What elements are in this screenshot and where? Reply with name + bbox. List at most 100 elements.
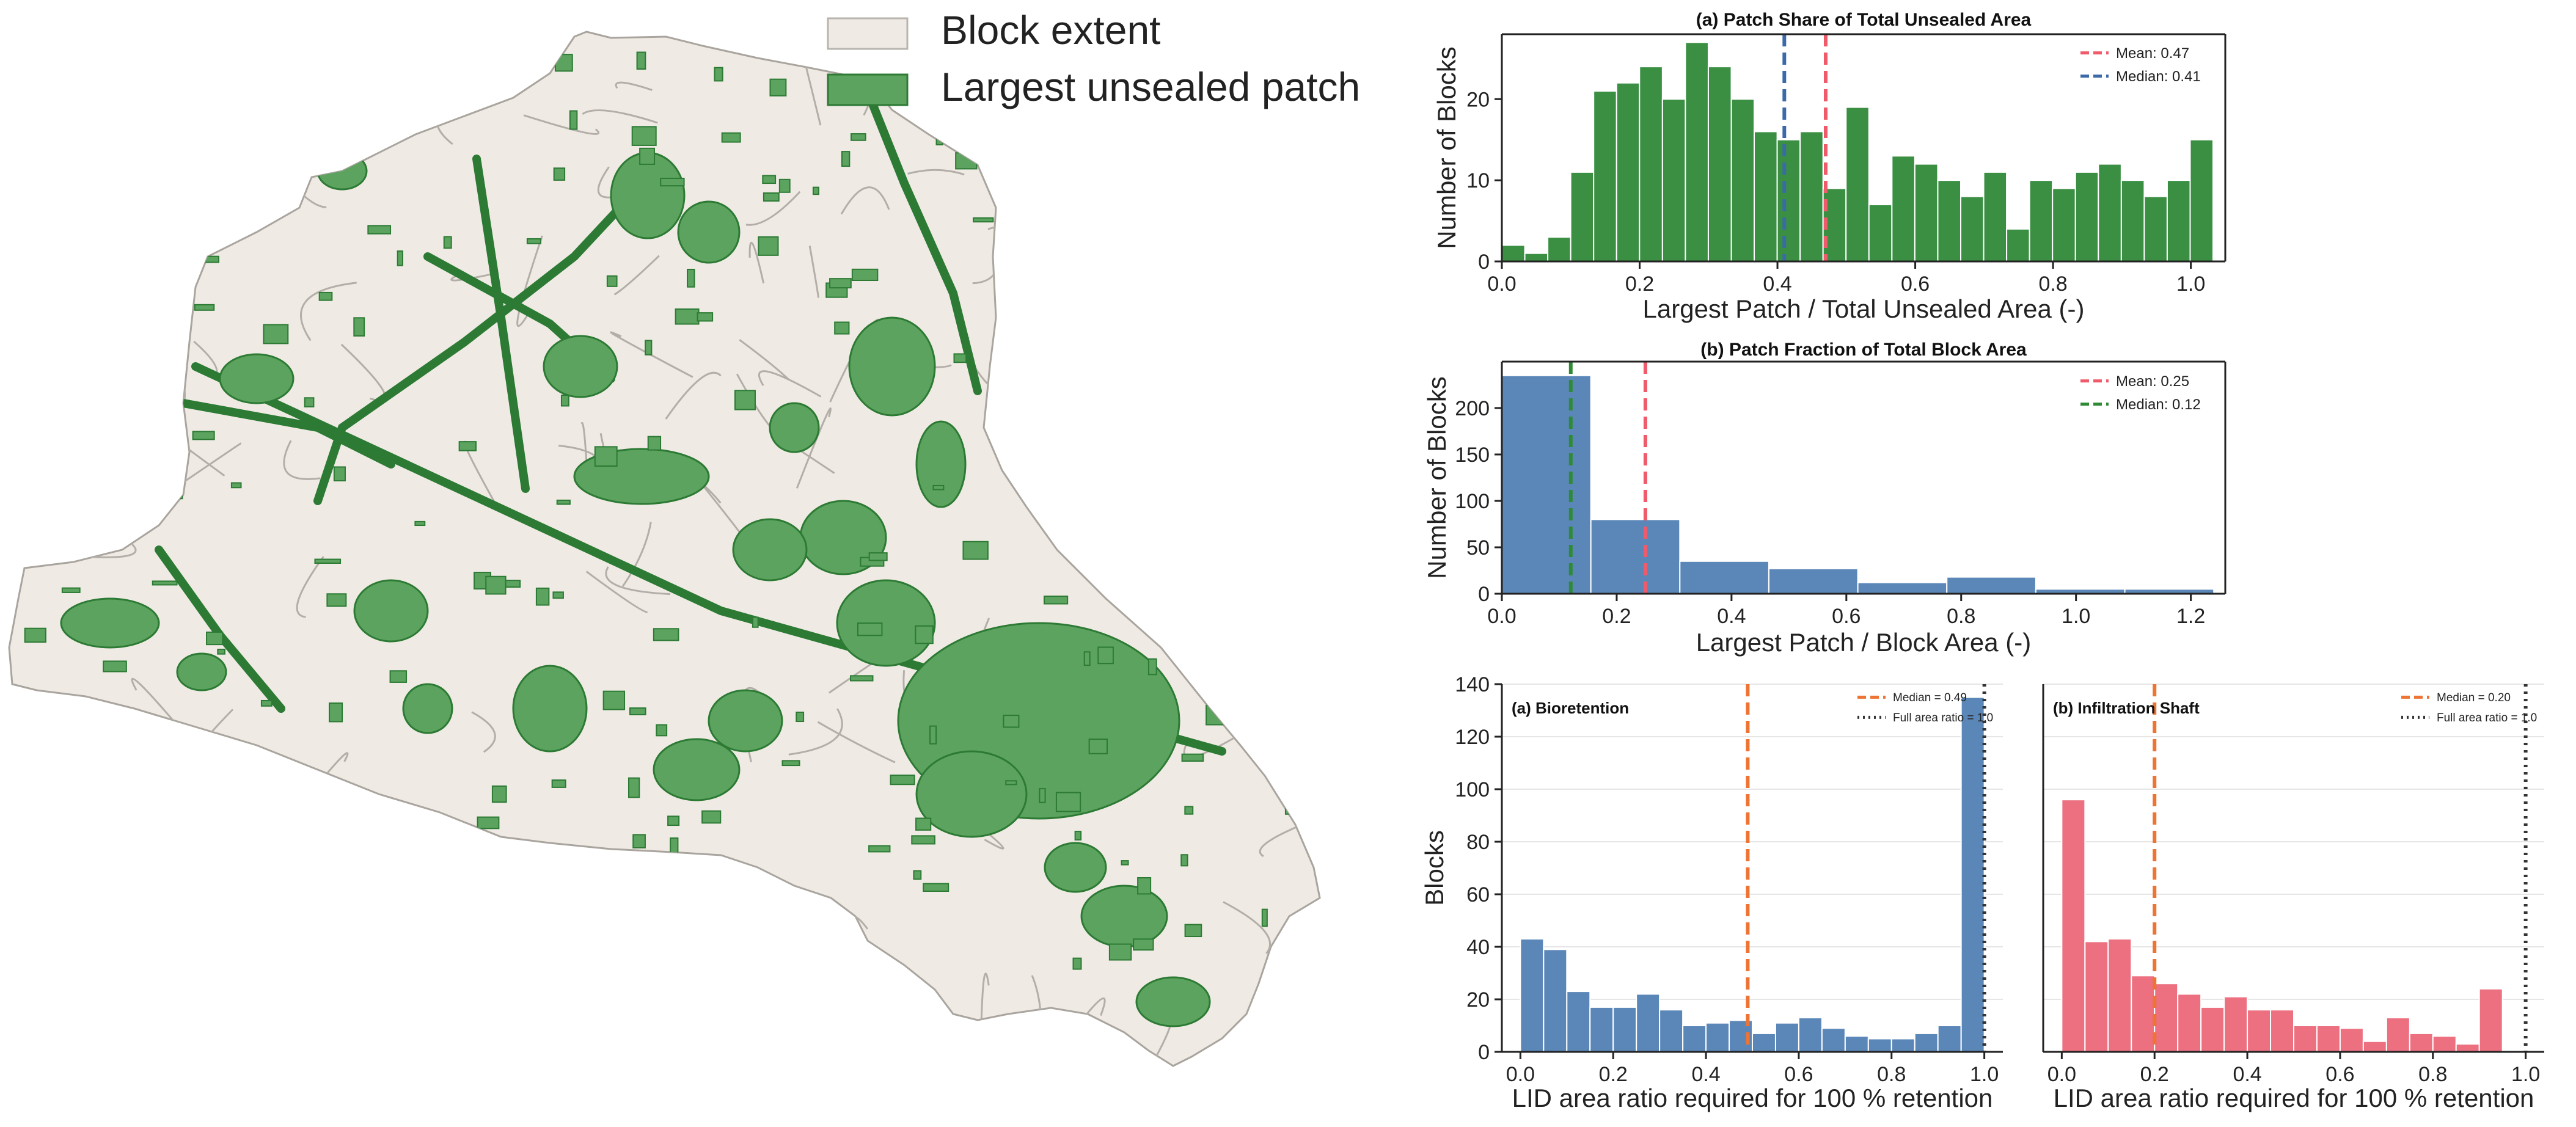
chart-d: 0.0 0.2 0.4 0.6 0.8 1.0 (b) Infiltration Shaft… bbox=[2042, 684, 2544, 1112]
unsealed-patch-small bbox=[647, 436, 662, 451]
block-boundary-line bbox=[838, 986, 890, 1031]
unsealed-patch-small bbox=[636, 51, 646, 70]
unsealed-patch-small bbox=[318, 291, 333, 301]
block-boundary-line bbox=[984, 830, 1004, 850]
block-boundary-line bbox=[73, 406, 87, 494]
unsealed-patch-small bbox=[670, 837, 679, 857]
chart-b: 0.0 0.2 0.4 0.6 0.8 1.0 1.2 0 50 100 150 200 (b) Pat… bbox=[1422, 340, 2227, 657]
block-boundary-line bbox=[283, 440, 321, 480]
unsealed-patch-small bbox=[1290, 475, 1316, 490]
histogram-bar bbox=[2120, 180, 2145, 262]
unsealed-patch-small bbox=[491, 785, 507, 803]
block-boundary-line bbox=[9, 1000, 38, 1057]
x-tick-label: 0.8 bbox=[1877, 1063, 1906, 1086]
unsealed-patch bbox=[60, 597, 160, 649]
unsealed-patch-small bbox=[687, 269, 695, 288]
legend-label: Full area ratio = 1.0 bbox=[1893, 712, 1993, 724]
unsealed-patch-small bbox=[778, 178, 791, 193]
block-boundary-line bbox=[9, 210, 37, 304]
unsealed-patch-small bbox=[222, 194, 236, 203]
y-axis-label: Number of Blocks bbox=[1422, 376, 1451, 578]
unsealed-patch-small bbox=[194, 304, 215, 311]
histogram-bar bbox=[1501, 244, 1526, 262]
x-axis-label: Largest Patch / Total Unsealed Area (-) bbox=[1643, 294, 2085, 323]
unsealed-patch-small bbox=[214, 919, 230, 931]
histogram-bar bbox=[1524, 252, 1549, 263]
block-boundary-line bbox=[115, 349, 148, 380]
unsealed-patch-small bbox=[841, 151, 851, 167]
y-tick-label: 40 bbox=[1466, 936, 1490, 959]
unsealed-patch-small bbox=[675, 308, 700, 325]
unsealed-patch-small bbox=[1261, 908, 1268, 927]
block-boundary-line bbox=[228, 38, 284, 119]
legend-label: Full area ratio = 1.0 bbox=[2437, 712, 2537, 724]
unsealed-patch-small bbox=[1274, 694, 1290, 706]
block-boundary-line bbox=[523, 114, 600, 135]
unsealed-patch-small bbox=[1083, 210, 1110, 230]
unsealed-patch-small bbox=[458, 441, 477, 451]
histogram-bar bbox=[1612, 1006, 1637, 1053]
x-tick-label: 0.0 bbox=[2047, 1063, 2076, 1086]
histogram-bar bbox=[2247, 1009, 2272, 1052]
histogram-bar bbox=[1685, 42, 1709, 263]
histogram-bar bbox=[2200, 1006, 2225, 1053]
unsealed-patch-small bbox=[170, 235, 183, 241]
unsealed-patch-small bbox=[1159, 514, 1173, 520]
block-boundary-line bbox=[748, 241, 765, 284]
unsealed-patch-small bbox=[1055, 792, 1081, 812]
map-detail bbox=[9, 32, 1320, 1066]
green-corridor bbox=[472, 155, 530, 493]
unsealed-patch-small bbox=[134, 117, 158, 123]
block-boundary-line bbox=[788, 708, 843, 756]
block-boundary-line bbox=[585, 571, 648, 613]
unsealed-patch-small bbox=[1070, 289, 1096, 296]
x-tick-label: 0.0 bbox=[1487, 605, 1516, 628]
block-boundary-line bbox=[103, 787, 143, 857]
block-boundary-line bbox=[68, 75, 120, 110]
unsealed-patch bbox=[1135, 976, 1211, 1027]
unsealed-patch-small bbox=[851, 268, 879, 282]
x-tick-label: 1.0 bbox=[1970, 1063, 1999, 1086]
unsealed-patch-small bbox=[1072, 957, 1082, 970]
unsealed-patch bbox=[353, 579, 429, 643]
x-tick-label: 0.8 bbox=[1947, 605, 1975, 628]
unsealed-patch-small bbox=[278, 118, 302, 133]
histogram-bar bbox=[1661, 98, 1686, 263]
chart-title: (b) Infiltration Shaft bbox=[2053, 699, 2200, 717]
block-boundary-line bbox=[155, 354, 170, 420]
chart-title: (a) Bioretention bbox=[1512, 699, 1629, 717]
unsealed-patch bbox=[402, 683, 453, 734]
histogram-bar bbox=[2098, 163, 2122, 263]
block-boundary-line bbox=[1014, 315, 1057, 390]
histogram-bar bbox=[2177, 993, 2202, 1053]
unsealed-patch-small bbox=[1088, 739, 1108, 754]
x-tick-label: 0.4 bbox=[1763, 272, 1791, 296]
unsealed-patch-small bbox=[728, 988, 750, 1010]
unsealed-patch-small bbox=[526, 238, 541, 244]
histogram-bar bbox=[1937, 180, 1961, 262]
block-boundary-line bbox=[117, 47, 137, 111]
block-boundary-line bbox=[1231, 635, 1260, 664]
unsealed-patch-small bbox=[553, 167, 566, 181]
block-boundary-line bbox=[516, 235, 543, 327]
unsealed-patch-small bbox=[656, 724, 668, 737]
unsealed-patch-small bbox=[1273, 414, 1295, 434]
histogram-bar bbox=[1891, 155, 1916, 262]
block-boundary-line bbox=[73, 980, 117, 1049]
green-corridor bbox=[313, 161, 664, 505]
unsealed-patch bbox=[176, 652, 227, 691]
x-tick-label: 0.8 bbox=[2038, 272, 2067, 296]
histogram-bar bbox=[1914, 1032, 1939, 1053]
block-boundary-line bbox=[597, 166, 612, 199]
histogram-bar bbox=[1776, 139, 1801, 262]
histogram-bar bbox=[1615, 82, 1641, 262]
x-tick-label: 0.4 bbox=[2233, 1063, 2261, 1086]
unsealed-patch-small bbox=[1147, 658, 1157, 676]
block-boundary-line bbox=[1097, 252, 1178, 313]
legend-swatch-largest-patch bbox=[827, 73, 909, 106]
histogram-bar bbox=[2293, 1025, 2318, 1052]
unsealed-patch-small bbox=[890, 775, 915, 786]
histogram-bar bbox=[1639, 66, 1663, 263]
unsealed-patch bbox=[915, 420, 967, 508]
unsealed-patch-small bbox=[763, 192, 780, 202]
